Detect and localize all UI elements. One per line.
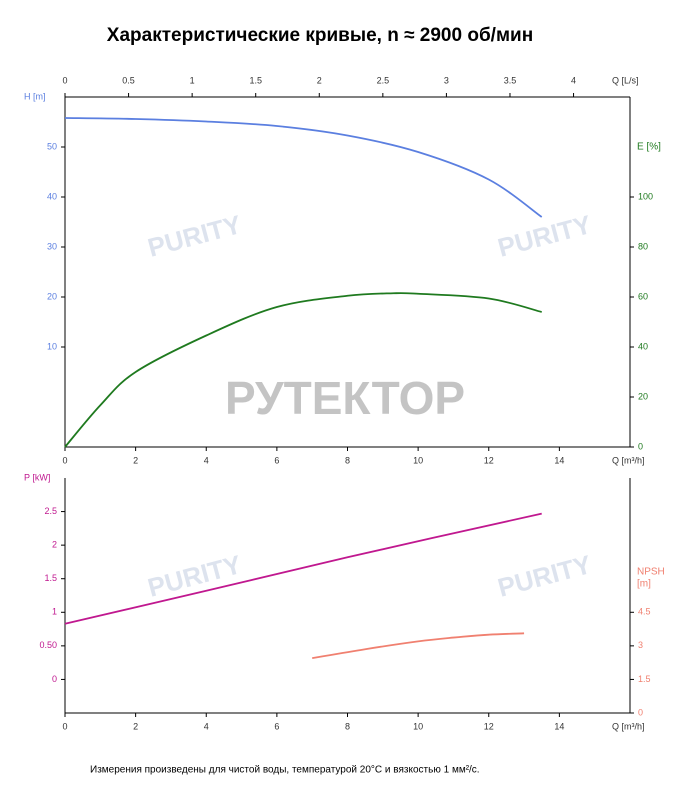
y-tick-label: 30 bbox=[47, 241, 57, 251]
x-tick-label: 10 bbox=[413, 721, 423, 731]
x-tick-label: 6 bbox=[274, 455, 279, 465]
x-tick-label: 8 bbox=[345, 721, 350, 731]
x-tick-label: 2 bbox=[133, 455, 138, 465]
x2-tick-label: 0 bbox=[62, 75, 67, 85]
x-tick-label: 12 bbox=[484, 721, 494, 731]
y-tick-label: 10 bbox=[47, 341, 57, 351]
x-tick-label: 8 bbox=[345, 455, 350, 465]
series-line bbox=[64, 292, 542, 448]
x-tick-label: 14 bbox=[554, 455, 564, 465]
y2-tick-label: 1.5 bbox=[638, 674, 651, 684]
watermark: PURITY bbox=[145, 549, 245, 603]
y-tick-label: 1 bbox=[52, 607, 57, 617]
x-tick-label: 4 bbox=[204, 455, 209, 465]
watermark: PURITY bbox=[495, 209, 595, 263]
x2-tick-label: 3 bbox=[444, 75, 449, 85]
y2-tick-label: 100 bbox=[638, 191, 653, 201]
y-axis-label: H [m] bbox=[24, 91, 46, 101]
x2-tick-label: 2.5 bbox=[377, 75, 390, 85]
x-tick-label: 2 bbox=[133, 721, 138, 731]
y2-axis-label: NPSH bbox=[637, 567, 665, 578]
x-tick-label: 10 bbox=[413, 455, 423, 465]
series-line bbox=[64, 512, 542, 625]
y2-tick-label: 3 bbox=[638, 640, 643, 650]
x-tick-label: 0 bbox=[62, 455, 67, 465]
x-tick-label: 0 bbox=[62, 721, 67, 731]
y2-tick-label: 80 bbox=[638, 241, 648, 251]
y2-tick-label: 0 bbox=[638, 441, 643, 451]
y-tick-label: 2.5 bbox=[44, 506, 57, 516]
x-tick-label: 4 bbox=[204, 721, 209, 731]
x2-tick-label: 1 bbox=[190, 75, 195, 85]
watermark: PURITY bbox=[495, 549, 595, 603]
x2-tick-label: 3.5 bbox=[504, 75, 517, 85]
x2-tick-label: 1.5 bbox=[249, 75, 262, 85]
x2-axis-label: Q [L/s] bbox=[612, 75, 639, 85]
x2-tick-label: 2 bbox=[317, 75, 322, 85]
footnote: Измерения произведены для чистой воды, т… bbox=[90, 765, 480, 776]
y-tick-label: 40 bbox=[47, 191, 57, 201]
series-line bbox=[312, 632, 525, 660]
x-tick-label: 6 bbox=[274, 721, 279, 731]
x-tick-label: 12 bbox=[484, 455, 494, 465]
y2-tick-label: 4.5 bbox=[638, 607, 651, 617]
x-axis-label: Q [m³/h] bbox=[612, 455, 645, 465]
y-tick-label: 20 bbox=[47, 291, 57, 301]
x-axis-label: Q [m³/h] bbox=[612, 721, 645, 731]
x2-tick-label: 0.5 bbox=[122, 75, 135, 85]
series-line bbox=[64, 117, 543, 218]
y2-tick-label: 20 bbox=[638, 391, 648, 401]
y-tick-label: 1.5 bbox=[44, 573, 57, 583]
y-tick-label: 50 bbox=[47, 141, 57, 151]
watermark: PURITY bbox=[145, 209, 245, 263]
y-tick-label: 0 bbox=[52, 674, 57, 684]
y-tick-label: 0.50 bbox=[39, 640, 57, 650]
y2-tick-label: 60 bbox=[638, 291, 648, 301]
y2-axis-label: [m] bbox=[637, 579, 651, 590]
y2-axis-label: E [%] bbox=[637, 142, 661, 153]
y2-tick-label: 0 bbox=[638, 707, 643, 717]
chart-title: Характеристические кривые, n ≈ 2900 об/м… bbox=[107, 25, 533, 46]
x2-tick-label: 4 bbox=[571, 75, 576, 85]
watermark: РУТЕКТОР bbox=[225, 372, 465, 424]
y-tick-label: 2 bbox=[52, 540, 57, 550]
y2-tick-label: 40 bbox=[638, 341, 648, 351]
y-axis-label: P [kW] bbox=[24, 472, 50, 482]
x-tick-label: 14 bbox=[554, 721, 564, 731]
